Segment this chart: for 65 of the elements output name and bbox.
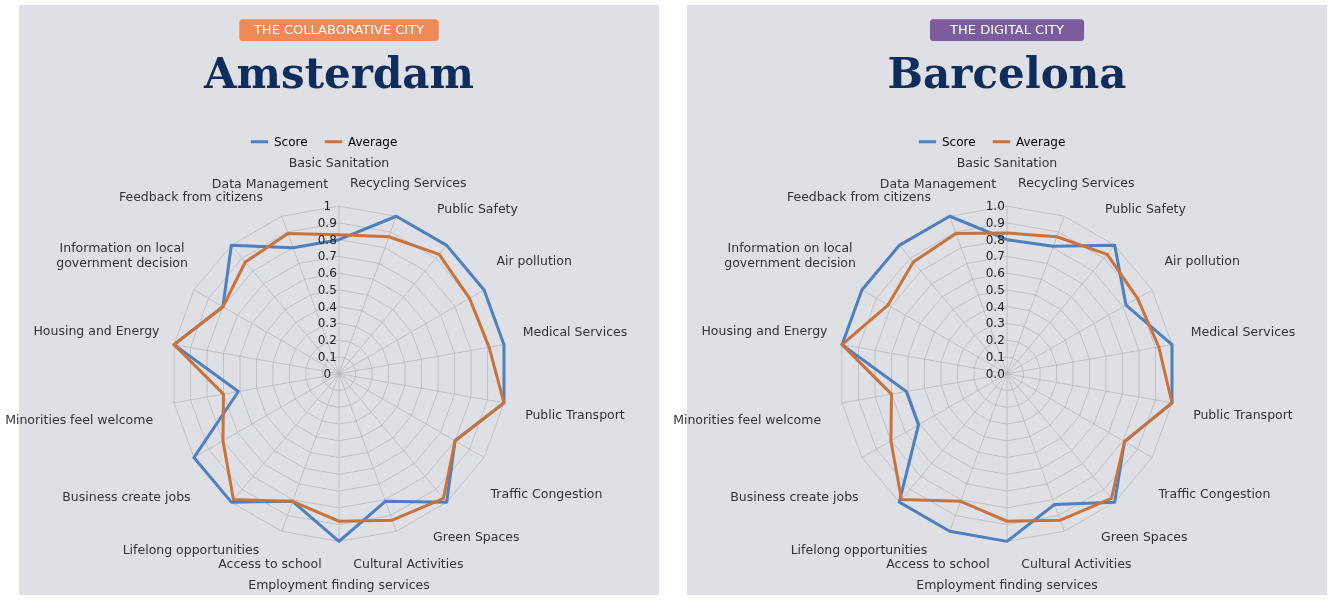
spoke-label: Green Spaces bbox=[1101, 529, 1188, 545]
spoke-label: Basic Sanitation bbox=[288, 154, 390, 170]
y-tick-label: 0.9 bbox=[985, 215, 1005, 230]
y-tick-label: 1.0 bbox=[985, 199, 1005, 214]
legend-label: Average bbox=[1016, 134, 1066, 149]
spoke-label: Information on local government decision bbox=[56, 240, 188, 270]
text: THE COLLABORATIVE CITY bbox=[252, 22, 425, 38]
y-tick-label: 0.8 bbox=[985, 232, 1005, 247]
y-tick-label: 0.7 bbox=[985, 249, 1005, 264]
spoke-label: Housing and Energy bbox=[701, 322, 829, 338]
spoke-label: Information on local government decision bbox=[724, 240, 856, 270]
y-tick-label: 0.6 bbox=[985, 266, 1005, 281]
spoke-label: Lifelong opportunities bbox=[122, 542, 260, 558]
y-tick-label: 0.4 bbox=[985, 299, 1005, 314]
y-tick-label: 0.7 bbox=[317, 249, 337, 264]
legend-label: Score bbox=[942, 134, 976, 149]
spoke-label: Medical Services bbox=[522, 324, 628, 340]
spoke-label: Feedback from citizens bbox=[118, 189, 263, 205]
legend-label: Score bbox=[274, 134, 308, 149]
y-tick-label: 0 bbox=[323, 366, 332, 381]
y-tick-label: 0.1 bbox=[317, 349, 337, 364]
spoke-label: Public Safety bbox=[436, 200, 519, 216]
spoke-label: Recycling Services bbox=[1018, 175, 1135, 191]
y-tick-label: 0.6 bbox=[317, 266, 337, 281]
spoke-label: Access to school bbox=[886, 555, 990, 571]
y-tick-label: 0.5 bbox=[985, 282, 1005, 297]
y-tick-label: 0.3 bbox=[985, 316, 1005, 331]
y-tick-label: 0.0 bbox=[985, 366, 1005, 381]
spoke-label: Minorities feel welcome bbox=[673, 411, 822, 427]
spoke-label: Medical Services bbox=[1190, 324, 1296, 340]
chart-title: Barcelona bbox=[887, 49, 1127, 99]
spoke-label: Basic Sanitation bbox=[956, 154, 1058, 170]
spoke-label: Traffic Congestion bbox=[1157, 485, 1271, 501]
spoke-label: Green Spaces bbox=[433, 529, 520, 545]
spoke-label: Data Management bbox=[879, 175, 997, 191]
spoke-label: Access to school bbox=[218, 555, 322, 571]
spoke-label: Air pollution bbox=[1164, 253, 1240, 269]
spoke-label: Cultural Activities bbox=[1021, 556, 1132, 572]
spoke-label: Data Management bbox=[211, 175, 329, 191]
spoke-label: Employment finding services bbox=[248, 576, 430, 592]
y-tick-label: 0.1 bbox=[985, 349, 1005, 364]
spoke-label: Recycling Services bbox=[350, 175, 467, 191]
spoke-label: Housing and Energy bbox=[33, 322, 161, 338]
legend-label: Average bbox=[348, 134, 398, 149]
y-tick-label: 0.3 bbox=[317, 316, 337, 331]
spoke-label: Public Safety bbox=[1104, 200, 1187, 216]
y-tick-label: 0.4 bbox=[317, 299, 337, 314]
y-tick-label: 1 bbox=[323, 199, 332, 214]
y-tick-label: 0.5 bbox=[317, 282, 337, 297]
y-tick-label: 0.2 bbox=[317, 333, 337, 348]
y-tick-label: 0.9 bbox=[317, 215, 337, 230]
spoke-label: Business create jobs bbox=[62, 488, 191, 504]
y-tick-label: 0.2 bbox=[985, 333, 1005, 348]
spoke-label: Air pollution bbox=[496, 253, 572, 269]
spoke-label: Cultural Activities bbox=[353, 556, 464, 572]
spoke-label: Business create jobs bbox=[730, 488, 859, 504]
text: THE DIGITAL CITY bbox=[949, 22, 1064, 38]
spoke-label: Public Transport bbox=[1193, 407, 1293, 423]
spoke-label: Feedback from citizens bbox=[786, 189, 931, 205]
spoke-label: Public Transport bbox=[525, 407, 625, 423]
spoke-label: Employment finding services bbox=[916, 576, 1098, 592]
spoke-label: Lifelong opportunities bbox=[790, 542, 928, 558]
spoke-label: Traffic Congestion bbox=[489, 485, 603, 501]
chart-title: Amsterdam bbox=[203, 49, 474, 99]
spoke-label: Minorities feel welcome bbox=[5, 411, 154, 427]
